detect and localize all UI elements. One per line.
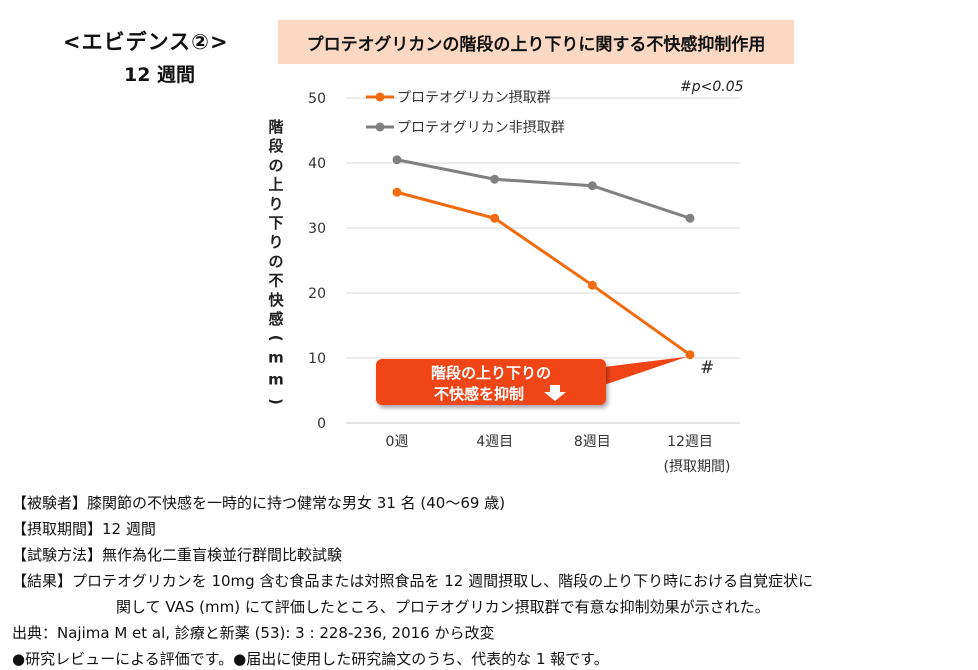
y-tick-label: 0 — [317, 416, 326, 432]
x-axis-sublabel: (摂取期間) — [664, 459, 731, 475]
data-point — [392, 187, 402, 197]
series-lines — [392, 155, 695, 360]
evidence-label: <エビデンス②> — [63, 30, 229, 54]
y-tick-label: 40 — [308, 156, 326, 172]
y-axis-label-char: m — [268, 370, 284, 388]
y-axis-label-char: 不 — [268, 272, 283, 290]
y-axis-label-char: 上 — [268, 176, 283, 194]
y-axis-label-char: 感 — [268, 310, 283, 328]
chart-title: プロテオグリカンの階段の上り下りに関する不快感抑制作用 — [306, 34, 766, 55]
y-axis-label-char: り — [268, 233, 283, 251]
info-result: 【結果】プロテオグリカンを 10mg 含む食品または対照食品を 12 週間摂取し… — [12, 572, 814, 590]
y-tick-label: 30 — [308, 221, 326, 237]
y-axis-label-char: 階 — [268, 118, 283, 136]
callout-line: 不快感を抑制 — [434, 385, 524, 403]
data-point — [490, 213, 500, 223]
legend-marker — [375, 122, 385, 132]
down-arrow-icon — [544, 385, 566, 401]
study-duration: 12 週間 — [124, 64, 196, 86]
significance-mark: # — [700, 358, 714, 378]
info-note: ●研究レビューによる評価です。●届出に使用した研究論文のうち、代表的な 1 報で… — [12, 650, 609, 668]
data-point — [587, 181, 597, 191]
legend-label: プロテオグリカン摂取群 — [397, 90, 551, 106]
legend-label: プロテオグリカン非摂取群 — [397, 120, 565, 136]
data-point — [685, 213, 695, 223]
x-tick-label: 4週目 — [476, 434, 513, 450]
info-method: 【試験方法】無作為化二重盲検並行群間比較試験 — [12, 546, 343, 564]
info-result-continued: 関して VAS (mm) にて評価したところ、プロテオグリカン摂取群で有意な抑制… — [116, 598, 770, 616]
data-point — [685, 350, 695, 360]
y-axis-label-char: m — [268, 348, 284, 366]
y-axis-label-char: り — [268, 195, 283, 213]
y-tick-labels: 0 10 20 30 40 50 — [308, 91, 326, 432]
series-line — [396, 190, 691, 356]
callout-pointer — [604, 356, 687, 385]
data-point — [490, 174, 500, 184]
y-axis-label-char: 快 — [268, 291, 284, 309]
x-tick-label: 8週目 — [574, 434, 611, 450]
info-source: 出典：Najima M et al, 診療と新薬 (53): 3 : 228-2… — [12, 624, 495, 642]
y-axis-label-char: の — [268, 156, 283, 174]
x-tick-label: 12週目 — [667, 434, 713, 450]
y-tick-label: 50 — [308, 91, 326, 107]
y-axis-label-char: ( — [267, 335, 285, 342]
info-subjects: 【被験者】膝関節の不快感を一時的に持つ健常な男女 31 名 (40〜69 歳) — [12, 494, 506, 512]
x-tick-label: 0週 — [386, 434, 409, 450]
legend-marker — [375, 92, 385, 102]
y-axis-label-char: 段 — [268, 137, 283, 155]
info-period: 【摂取期間】12 週間 — [12, 520, 156, 538]
chart-title-box: プロテオグリカンの階段の上り下りに関する不快感抑制作用 — [278, 20, 794, 64]
data-point — [587, 280, 597, 290]
y-tick-label: 10 — [308, 351, 326, 367]
y-tick-label: 20 — [308, 286, 326, 302]
x-tick-labels: 0週 4週目 8週目 12週目 — [386, 434, 713, 450]
data-point — [392, 155, 402, 165]
y-axis-label-char: ) — [267, 398, 285, 405]
significance-note: #p<0.05 — [680, 79, 744, 95]
y-axis-label-char: の — [268, 252, 283, 270]
series-line — [396, 158, 691, 220]
y-axis-label-char: 下 — [268, 214, 283, 232]
callout-line: 階段の上り下りの — [431, 364, 551, 382]
